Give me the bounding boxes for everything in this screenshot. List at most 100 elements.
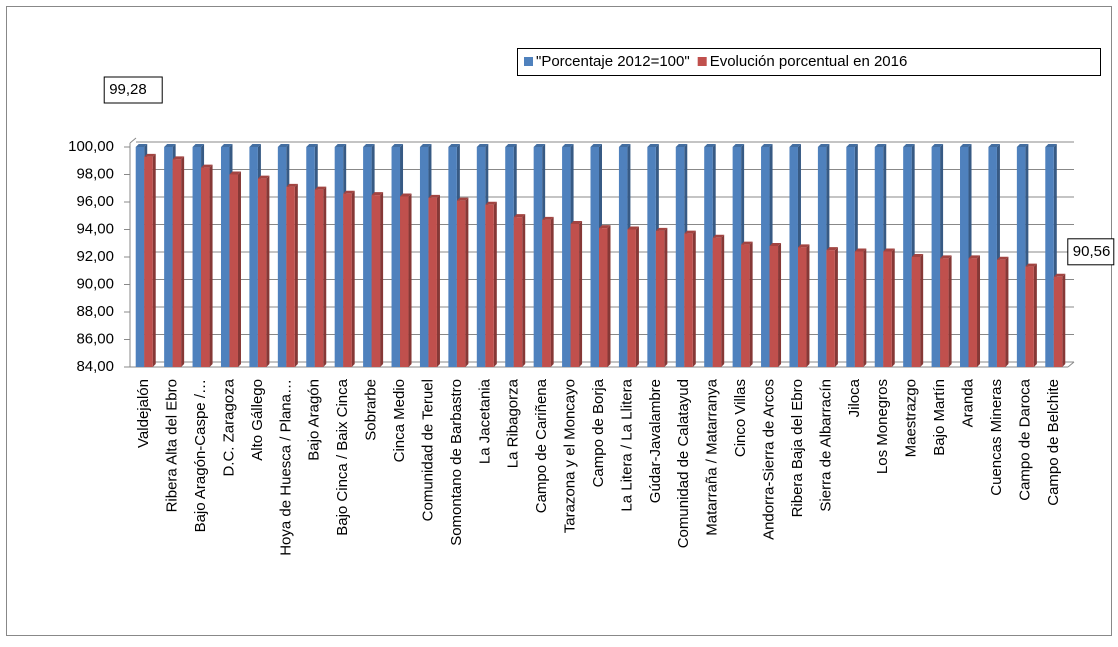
legend-swatch [697, 57, 707, 66]
bar [419, 147, 429, 367]
bar [911, 257, 921, 367]
bar-top [789, 144, 801, 147]
bar [797, 247, 807, 367]
bar-side [1033, 263, 1037, 367]
bar [135, 147, 145, 367]
bar-side [436, 194, 440, 367]
bar-side [920, 254, 924, 367]
bar [570, 224, 580, 367]
bar [655, 230, 665, 367]
y-tick-label: 100,00 [68, 138, 114, 155]
bar-group [144, 153, 156, 367]
bar-top [931, 144, 944, 147]
bar [940, 258, 949, 367]
x-tick-label: Bajo Cinca / Baix Cinca [334, 378, 351, 535]
bar-group [684, 230, 696, 367]
y-tick-label: 86,00 [76, 330, 114, 347]
x-tick-label: Ribera Alta del Ebro [164, 379, 181, 512]
x-tick-label: La Litera / La Llitera [618, 378, 635, 511]
bar-top [741, 241, 753, 245]
bar [513, 217, 523, 367]
data-label-box [1067, 238, 1115, 266]
bar-group [1025, 263, 1037, 367]
bar-side [522, 214, 526, 367]
bar-side [834, 247, 838, 367]
bar-side [607, 225, 611, 367]
bar-top [769, 243, 782, 246]
bar [789, 147, 798, 367]
legend-label: "Porcentaje 2012=100" [536, 53, 690, 70]
bar [675, 147, 685, 367]
x-tick-label: La Ribagorza [505, 378, 522, 468]
bar-top [201, 164, 213, 168]
bar-top [854, 248, 867, 252]
bar-side [977, 255, 981, 367]
x-tick-label: Andorra-Sierra de Arcos [761, 379, 778, 540]
bar-side [294, 183, 298, 367]
bar-group [940, 255, 952, 367]
bar [769, 246, 779, 367]
bar-top [192, 144, 205, 147]
x-tick-label: Bajo Martín [931, 379, 948, 456]
legend-box [517, 48, 1101, 76]
bar-top [1045, 144, 1057, 147]
bar-top [144, 153, 156, 157]
bar-top [277, 144, 290, 147]
bar [286, 186, 295, 367]
bar-group [201, 164, 213, 367]
bar-side [664, 227, 668, 367]
bar-side [493, 201, 497, 367]
bar-side [465, 197, 469, 367]
bar-side [1005, 256, 1009, 367]
bar-top [570, 221, 583, 224]
bar-side [749, 241, 753, 367]
y-tick-label: 98,00 [76, 165, 114, 182]
bar-top [903, 144, 915, 147]
bar [741, 244, 750, 367]
bar-top [618, 144, 631, 147]
bar-top [874, 144, 887, 147]
bar-top [960, 144, 972, 147]
bar-group [968, 255, 981, 367]
data-label: 90,56 [1073, 243, 1111, 260]
bar [391, 147, 401, 367]
bar [712, 237, 722, 367]
bar-top [675, 144, 688, 147]
bar-side [891, 248, 895, 367]
data-label: 99,28 [109, 81, 147, 98]
bar-group [229, 171, 241, 367]
bar-group [172, 156, 185, 367]
bar-top [988, 144, 1000, 147]
bar-group [826, 247, 838, 367]
bar-side [1062, 273, 1066, 367]
bar-top [400, 193, 412, 197]
bar [903, 147, 912, 367]
bar-side [380, 192, 384, 367]
x-tick-label: Cuencas Mineras [988, 379, 1005, 496]
bar-top [363, 144, 375, 147]
bar-top [684, 230, 696, 234]
bar-top [220, 144, 233, 147]
bar-group [314, 186, 327, 367]
x-tick-label: Comunidad de Calatayud [675, 379, 692, 548]
bar-side [152, 153, 156, 367]
bar-group [428, 194, 440, 367]
bar [172, 159, 182, 367]
bar-top [1025, 263, 1037, 267]
bar-top [1053, 273, 1066, 277]
bar-group [599, 225, 611, 367]
bar [627, 229, 636, 367]
x-tick-label: Los Monegros [874, 379, 891, 474]
bar-side [408, 193, 412, 367]
x-tick-label: Ribera Baja del Ebro [789, 379, 806, 517]
bar [647, 147, 656, 367]
x-tick-label: Jiloca [846, 378, 863, 417]
bar-side [863, 248, 867, 367]
bar-group [1053, 273, 1066, 367]
bar-top [229, 171, 241, 175]
bar-group [456, 197, 469, 367]
bar-group [257, 175, 270, 367]
bar [817, 147, 827, 367]
bar-top [391, 144, 404, 147]
bar-top [704, 144, 716, 147]
